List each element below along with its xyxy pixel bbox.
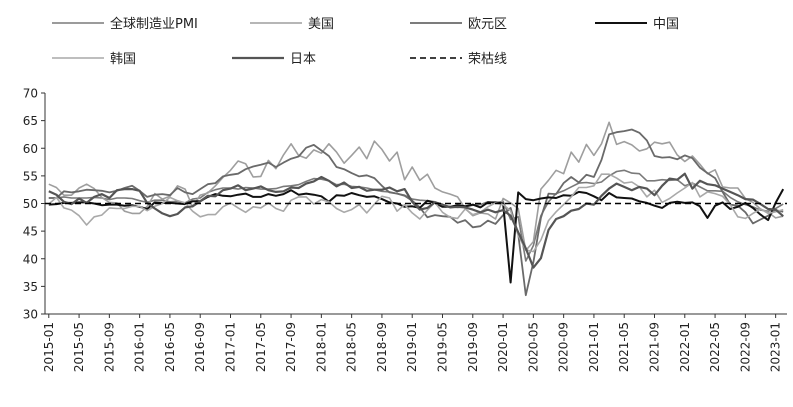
x-tick-label: 2022-05 xyxy=(708,322,722,372)
x-tick-label: 2023-01 xyxy=(769,322,783,372)
series-line xyxy=(48,172,784,269)
x-tick-label: 2019-09 xyxy=(466,322,480,372)
y-tick-label: 55 xyxy=(23,169,38,183)
x-tick-label: 2019-01 xyxy=(405,322,419,372)
x-tick-label: 2016-09 xyxy=(193,322,207,372)
y-tick-label: 70 xyxy=(23,87,38,101)
x-tick-label: 2017-01 xyxy=(224,322,238,372)
y-tick-label: 45 xyxy=(23,225,38,239)
legend-label: 韩国 xyxy=(110,52,136,67)
y-tick-label: 65 xyxy=(23,114,38,128)
x-tick-label: 2016-01 xyxy=(133,322,147,372)
legend-label: 荣枯线 xyxy=(468,52,507,67)
x-tick-label: 2015-09 xyxy=(102,322,116,372)
x-tick-label: 2018-05 xyxy=(345,322,359,372)
series-group xyxy=(45,121,787,297)
x-tick-label: 2015-01 xyxy=(42,322,56,372)
x-tick-label: 2016-05 xyxy=(163,322,177,372)
x-tick-label: 2020-09 xyxy=(557,322,571,372)
series-line xyxy=(48,169,784,262)
x-tick-label: 2015-05 xyxy=(72,322,86,372)
x-tick-label: 2017-05 xyxy=(254,322,268,372)
x-tick-label: 2021-09 xyxy=(648,322,662,372)
x-tick-label: 2020-05 xyxy=(526,322,540,372)
series-line xyxy=(48,173,784,253)
y-ticks: 30 35 40 45 50 55 60 65 70 xyxy=(23,87,45,322)
x-tick-label: 2022-01 xyxy=(678,322,692,372)
x-tick-label: 2021-01 xyxy=(587,322,601,372)
x-tick-label: 2020-01 xyxy=(496,322,510,372)
x-tick-label: 2017-09 xyxy=(284,322,298,372)
y-tick-label: 50 xyxy=(23,197,38,211)
x-tick-label: 2018-01 xyxy=(314,322,328,372)
x-ticks: 2015-01 2015-05 2015-09 2016-01 2016-05 2016-… xyxy=(42,314,783,372)
x-tick-label: 2021-05 xyxy=(617,322,631,372)
y-tick-label: 40 xyxy=(23,252,38,266)
legend-label: 欧元区 xyxy=(468,17,507,32)
legend-label: 日本 xyxy=(290,52,316,67)
x-tick-label: 2019-05 xyxy=(436,322,450,372)
legend-label: 中国 xyxy=(653,17,679,32)
y-tick-label: 60 xyxy=(23,142,38,156)
legend-label: 全球制造业PMI xyxy=(110,16,198,32)
legend-label: 美国 xyxy=(308,17,334,32)
y-tick-label: 30 xyxy=(23,308,38,322)
y-tick-label: 35 xyxy=(23,280,38,294)
x-tick-label: 2022-09 xyxy=(738,322,752,372)
x-tick-label: 2018-09 xyxy=(375,322,389,372)
series-line xyxy=(48,121,784,252)
